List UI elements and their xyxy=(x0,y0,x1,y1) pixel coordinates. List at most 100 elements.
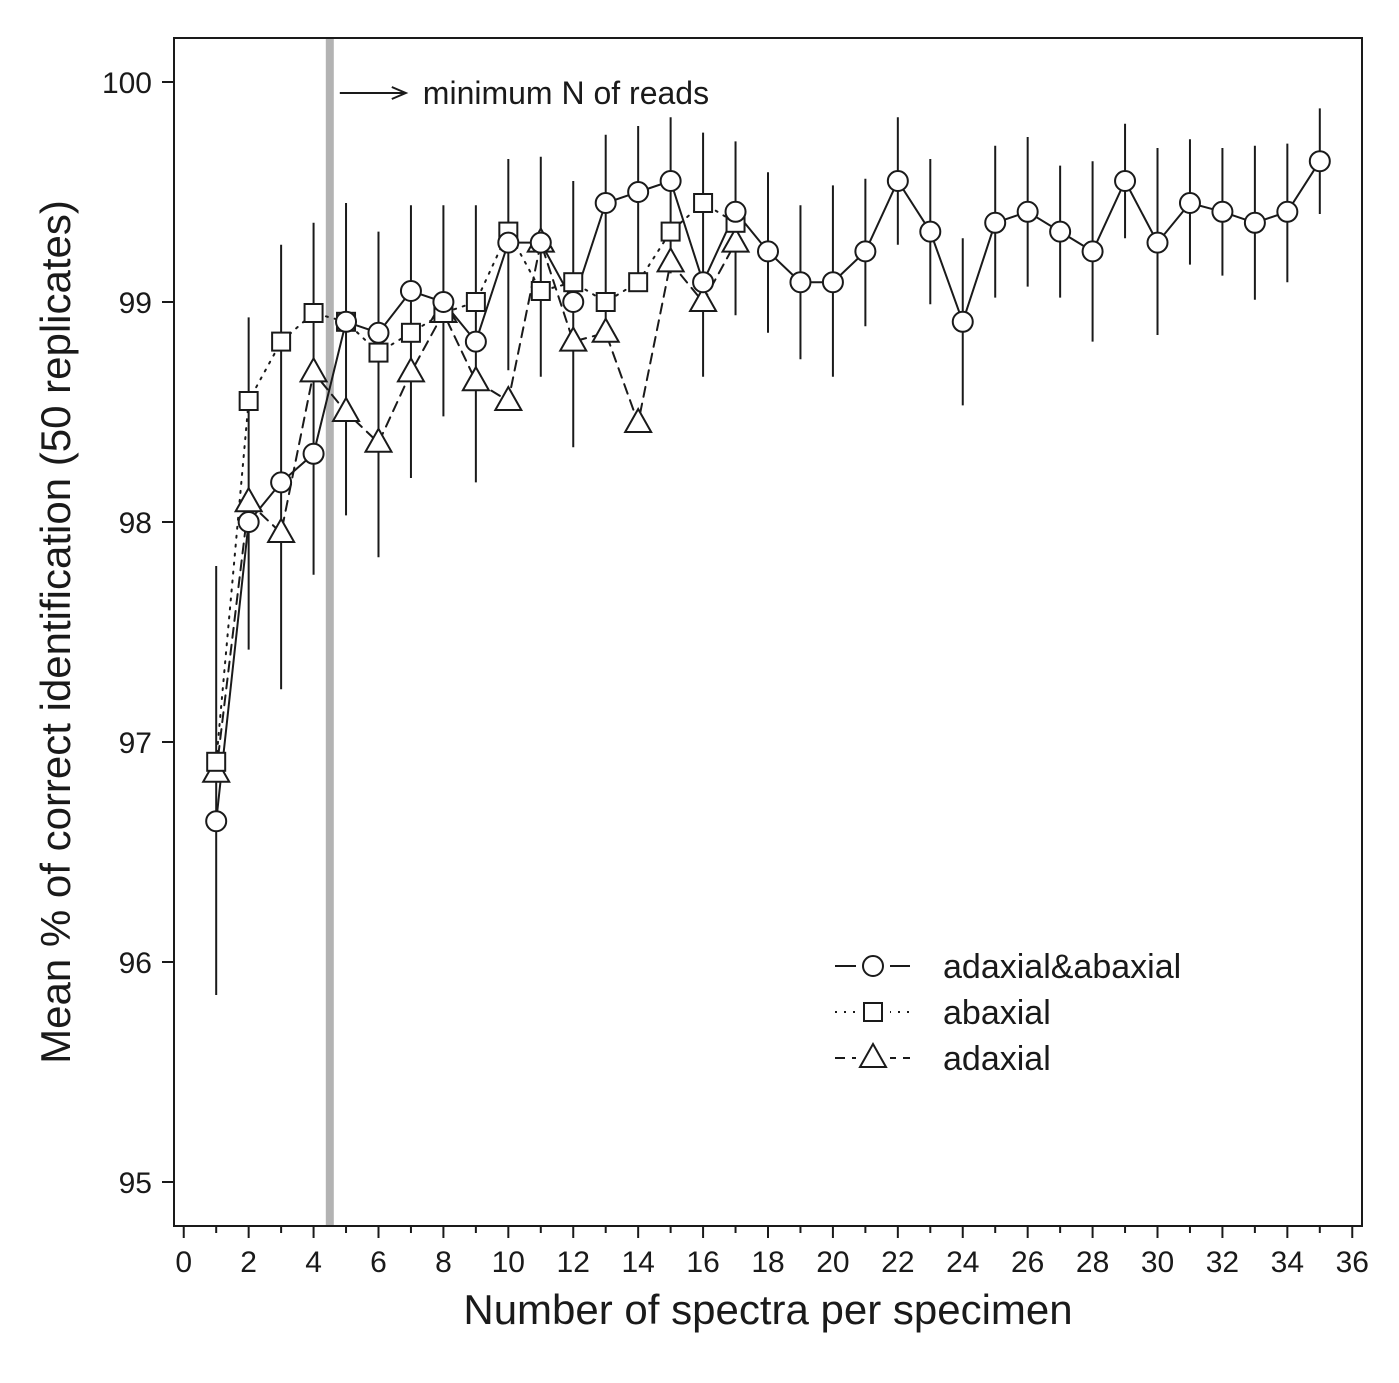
legend-marker-triangle xyxy=(858,1041,888,1068)
legend-marker-square xyxy=(863,1002,883,1022)
data-point-circle xyxy=(1114,170,1137,192)
data-point-square xyxy=(660,221,681,242)
y-tick-label: 99 xyxy=(119,287,152,320)
data-point-circle xyxy=(1308,150,1331,173)
x-tick-label: 34 xyxy=(1271,1246,1304,1279)
y-tick-label: 95 xyxy=(119,1167,152,1200)
y-tick-label: 98 xyxy=(119,507,152,540)
data-point-triangle xyxy=(688,285,718,312)
annotation-arrow-head xyxy=(391,86,409,100)
data-point-circle xyxy=(302,442,325,465)
y-tick-label: 97 xyxy=(119,727,152,760)
markers-layer xyxy=(201,150,1331,833)
data-point-circle xyxy=(1049,220,1072,243)
data-point-square xyxy=(595,292,616,312)
data-point-circle xyxy=(529,231,552,254)
data-point-square xyxy=(563,272,584,293)
x-tick-label: 32 xyxy=(1206,1246,1239,1279)
data-point-circle xyxy=(821,271,844,294)
x-axis-label: Number of spectra per specimen xyxy=(463,1286,1072,1333)
data-point-triangle xyxy=(331,395,361,422)
data-point-circle xyxy=(1211,200,1234,223)
data-point-circle xyxy=(1178,192,1201,214)
data-point-circle xyxy=(1276,200,1299,223)
legend-label: abaxial xyxy=(943,994,1051,1032)
data-point-triangle xyxy=(655,246,686,273)
y-axis-label: Mean % of correct identification (50 rep… xyxy=(32,200,79,1064)
data-point-circle xyxy=(367,321,390,344)
x-tick-label: 24 xyxy=(946,1246,979,1279)
data-point-circle xyxy=(464,330,487,353)
data-point-circle xyxy=(886,170,909,192)
x-tick-label: 8 xyxy=(435,1246,452,1279)
x-tick-label: 36 xyxy=(1336,1246,1369,1279)
data-point-square xyxy=(206,751,227,772)
data-point-triangle xyxy=(623,406,653,433)
data-point-square xyxy=(303,303,324,323)
data-point-triangle xyxy=(266,516,296,543)
data-point-circle xyxy=(432,291,455,313)
data-point-circle xyxy=(1146,231,1169,254)
series-line-triangle xyxy=(215,238,737,774)
x-tick-label: 22 xyxy=(881,1246,914,1279)
data-point-circle xyxy=(627,181,650,203)
data-point-square xyxy=(530,281,551,301)
data-point-circle xyxy=(919,220,942,243)
data-point-square xyxy=(628,272,649,293)
legend-marker-circle xyxy=(862,955,884,977)
x-tick-label: 28 xyxy=(1076,1246,1109,1279)
data-point-circle xyxy=(659,170,682,192)
x-tick-label: 10 xyxy=(492,1246,525,1279)
axes-layer: 0 2 4 6 8 10 12 14 16 18 20 22 24 26 28 30 32 34 369596979… xyxy=(102,67,1369,1279)
annotation-label: minimum N of reads xyxy=(423,75,709,111)
x-tick-label: 2 xyxy=(240,1246,257,1279)
legend-label: adaxial xyxy=(943,1040,1051,1078)
y-tick-label: 100 xyxy=(102,67,152,100)
data-point-triangle xyxy=(720,226,751,253)
data-point-circle xyxy=(724,200,747,223)
legend: adaxial&abaxial abaxial adaxial xyxy=(835,948,1181,1078)
data-point-circle xyxy=(1016,200,1039,223)
data-point-circle xyxy=(757,240,779,263)
data-point-square xyxy=(400,322,421,343)
data-point-circle xyxy=(237,511,260,533)
series-line-square xyxy=(215,201,737,763)
data-point-circle xyxy=(951,310,974,333)
data-point-triangle xyxy=(558,325,588,352)
data-point-triangle xyxy=(461,365,491,392)
x-tick-label: 6 xyxy=(370,1246,387,1279)
data-point-circle xyxy=(789,271,812,294)
data-point-circle xyxy=(399,280,422,302)
data-point-square xyxy=(693,193,714,213)
annotation-text-layer: minimum N of reads xyxy=(339,75,709,111)
x-tick-label: 0 xyxy=(175,1246,192,1279)
data-point-triangle xyxy=(493,384,524,411)
plot-area xyxy=(201,38,1331,1226)
x-tick-label: 26 xyxy=(1011,1246,1044,1279)
data-point-circle xyxy=(205,810,228,833)
data-point-circle xyxy=(594,192,617,214)
data-point-circle xyxy=(335,310,358,333)
data-point-triangle xyxy=(590,316,621,343)
data-point-circle xyxy=(270,471,293,494)
data-point-square xyxy=(465,292,486,312)
data-point-triangle xyxy=(298,356,329,383)
legend-label: adaxial&abaxial xyxy=(943,948,1181,986)
x-tick-label: 12 xyxy=(557,1246,590,1279)
data-point-circle xyxy=(692,271,715,294)
data-point-triangle xyxy=(396,356,426,383)
y-tick-label: 96 xyxy=(119,947,152,980)
x-tick-label: 14 xyxy=(621,1246,654,1279)
x-tick-label: 4 xyxy=(305,1246,322,1279)
data-point-triangle xyxy=(363,426,394,453)
data-point-circle xyxy=(854,240,877,263)
data-point-circle xyxy=(497,231,520,254)
x-tick-label: 20 xyxy=(816,1246,849,1279)
data-point-circle xyxy=(1081,240,1104,263)
data-point-square xyxy=(271,331,292,352)
x-tick-label: 30 xyxy=(1141,1246,1174,1279)
data-point-square xyxy=(238,391,259,411)
data-point-circle xyxy=(984,211,1007,234)
data-point-circle xyxy=(1243,211,1266,234)
